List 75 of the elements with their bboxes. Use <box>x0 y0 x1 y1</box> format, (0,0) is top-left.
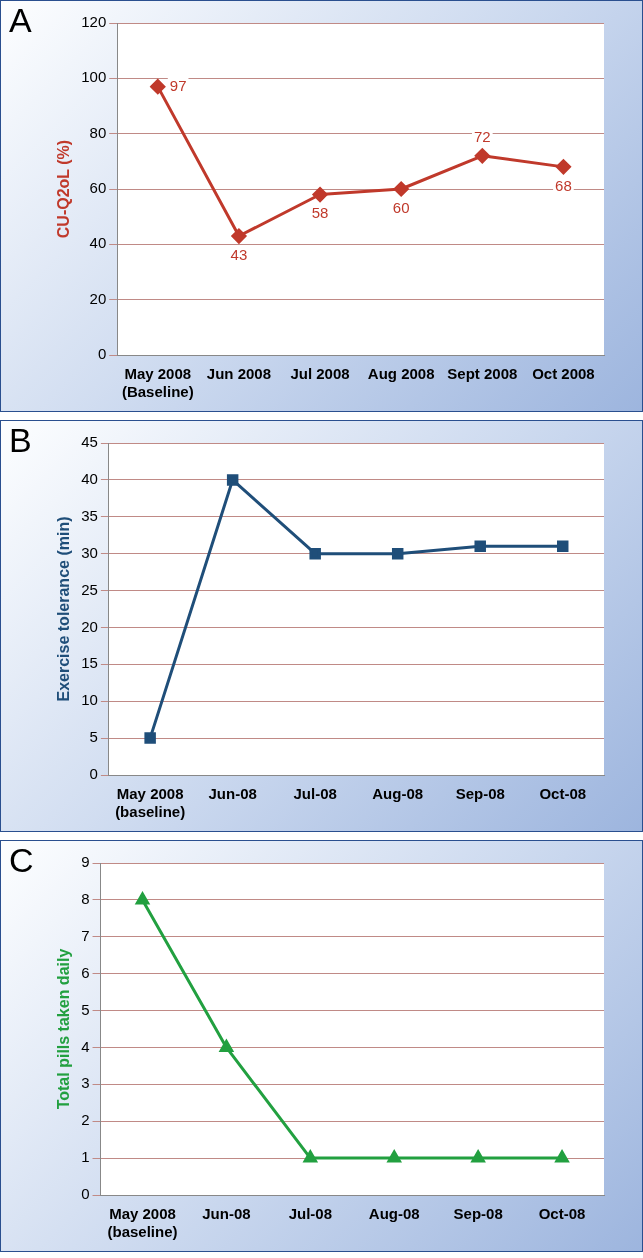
x-tick-label: May 2008 (baseline) <box>107 1205 178 1241</box>
y-axis-title: Exercise tolerance (min) <box>55 516 73 702</box>
point <box>226 474 239 486</box>
y-tick-label: 4 <box>81 1037 90 1055</box>
point <box>303 1150 318 1163</box>
x-tick-label: Sep-08 <box>453 1205 503 1223</box>
x-tick-label: Oct 2008 <box>532 365 595 383</box>
y-tick-label: 5 <box>89 728 98 746</box>
chart-title: A <box>9 1 32 40</box>
y-tick-label: 25 <box>81 580 98 598</box>
x-tick-label: Jul 2008 <box>290 365 350 383</box>
y-tick-label: 6 <box>81 963 90 981</box>
x-tick-label: Sep-08 <box>455 785 505 803</box>
data-label: 68 <box>555 176 572 194</box>
x-tick-label: Aug 2008 <box>367 365 435 383</box>
data-label: 97 <box>169 76 187 94</box>
x-tick-label: Jun 2008 <box>206 365 272 383</box>
y-tick-label: 2 <box>81 1111 90 1129</box>
x-tick-label: Oct-08 <box>538 1205 586 1223</box>
point <box>471 1150 485 1163</box>
y-tick-label: 7 <box>81 926 90 944</box>
y-tick-label: 60 <box>89 179 107 197</box>
x-tick-label: Aug-08 <box>372 785 424 803</box>
y-tick-label: 100 <box>81 68 107 86</box>
data-label: 72 <box>473 128 491 146</box>
point <box>135 892 150 905</box>
y-tick-label: 1 <box>81 1148 90 1166</box>
point <box>231 228 247 244</box>
y-tick-label: 40 <box>89 234 107 252</box>
y-tick-label: 5 <box>81 1000 90 1018</box>
y-axis-title: Total pills taken daily <box>55 948 73 1110</box>
data-label: 58 <box>311 204 329 222</box>
y-tick-label: 10 <box>81 691 98 709</box>
point <box>555 159 571 175</box>
y-axis-title: CU-Q2oL (%) <box>55 139 73 239</box>
data-label: 43 <box>230 245 248 263</box>
point <box>474 540 486 553</box>
point <box>391 547 404 560</box>
x-tick-label: May 2008 (Baseline) <box>121 365 194 401</box>
point <box>555 1150 569 1163</box>
y-tick-label: 40 <box>81 470 98 488</box>
y-tick-label: 20 <box>81 617 98 635</box>
chart-title: B <box>9 421 32 460</box>
point <box>474 148 490 164</box>
y-tick-label: 9 <box>81 853 90 871</box>
point <box>387 1150 401 1163</box>
point <box>312 187 328 203</box>
y-tick-label: 15 <box>81 654 98 672</box>
x-tick-label: Sept 2008 <box>447 365 518 383</box>
y-tick-label: 35 <box>81 506 98 524</box>
y-tick-label: 80 <box>89 123 107 141</box>
y-tick-label: 3 <box>81 1074 90 1092</box>
x-tick-label: Aug-08 <box>368 1205 420 1223</box>
y-tick-label: 0 <box>97 345 107 363</box>
y-tick-label: 45 <box>81 433 98 451</box>
point <box>144 732 156 744</box>
x-tick-label: Jul-08 <box>288 1205 332 1223</box>
x-tick-label: Jul-08 <box>293 785 337 803</box>
point <box>393 181 409 197</box>
point <box>150 79 166 95</box>
y-tick-label: 30 <box>81 543 98 561</box>
x-tick-label: Jun-08 <box>202 1205 251 1223</box>
point <box>309 547 321 560</box>
y-tick-label: 20 <box>89 289 107 307</box>
point <box>557 540 569 553</box>
y-tick-label: 0 <box>81 1185 90 1203</box>
chart-title: C <box>9 841 34 880</box>
x-tick-label: Oct-08 <box>539 785 587 803</box>
point <box>219 1039 234 1052</box>
y-tick-label: 0 <box>89 765 98 783</box>
x-tick-label: Jun-08 <box>208 785 257 803</box>
y-tick-label: 8 <box>81 890 90 908</box>
data-label: 60 <box>392 198 410 216</box>
y-tick-label: 120 <box>81 13 107 31</box>
x-tick-label: May 2008 (baseline) <box>115 785 186 821</box>
